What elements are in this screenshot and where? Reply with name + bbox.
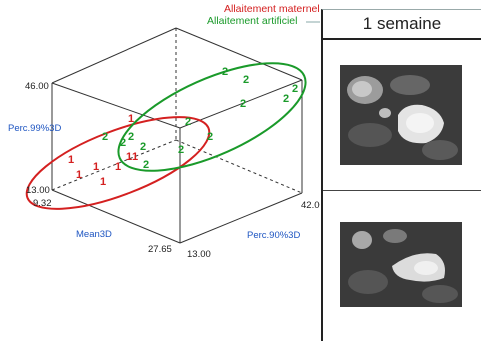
artificiel-marker: 2 [243, 74, 249, 86]
maternel-marker: 1 [100, 176, 106, 188]
maternel-marker: 1 [126, 151, 132, 163]
artificiel-marker: 2 [207, 131, 213, 143]
legend-maternel: Allaitement maternel [224, 3, 320, 15]
box-edge-hidden [175, 139, 303, 194]
mri-image-top [340, 65, 462, 165]
artificiel-marker: 2 [143, 159, 149, 171]
artificiel-marker: 2 [178, 144, 184, 156]
maternel-marker: 1 [115, 161, 121, 173]
artificiel-marker: 2 [222, 66, 228, 78]
left-axis-min-label: 9.32 [33, 198, 52, 209]
artificiel-marker: 2 [292, 83, 298, 95]
box-frame [51, 27, 303, 244]
image-panel-top: 1 semaine [321, 9, 481, 191]
maternel-marker: 1 [93, 161, 99, 173]
box-edge [51, 27, 177, 84]
image-panel-bottom [321, 190, 481, 341]
box-edge [175, 27, 303, 81]
box-edge [51, 82, 181, 129]
box-edge [51, 189, 181, 244]
left-axis-label: Mean3D [76, 229, 112, 240]
vertical-axis-max-label: 46.00 [25, 81, 49, 92]
artificiel-marker: 2 [102, 131, 108, 143]
3d-scatter-plot: 46.00 Perc.99%3D 13.00 9.32 Mean3D 27.65… [8, 21, 320, 260]
box-edge [179, 192, 303, 244]
maternel-marker: 1 [128, 113, 134, 125]
right-axis-max-label: 42.00 [301, 200, 320, 211]
right-axis-min-label: 13.00 [187, 249, 211, 260]
legend-artificiel: Allaitement artificiel [207, 15, 298, 27]
panel-title: 1 semaine [323, 10, 481, 40]
artificiel-marker: 2 [120, 137, 126, 149]
artificiel-marker: 2 [185, 116, 191, 128]
right-axis-label: Perc.90%3D [247, 230, 300, 241]
left-axis-max-label: 27.65 [148, 244, 172, 255]
maternel-ellipse [25, 116, 211, 210]
vertical-axis-min-label: 13.00 [26, 185, 50, 196]
maternel-marker: 1 [68, 154, 74, 166]
artificiel-ellipse [117, 62, 307, 172]
artificiel-marker: 2 [240, 98, 246, 110]
vertical-axis-label: Perc.99%3D [8, 123, 61, 134]
artificiel-marker: 2 [140, 141, 146, 153]
maternel-marker: 1 [132, 151, 138, 163]
artificiel-marker: 2 [283, 93, 289, 105]
artificiel-marker: 2 [128, 131, 134, 143]
mri-image-bottom [340, 222, 462, 307]
maternel-marker: 1 [76, 169, 82, 181]
box-edge-hidden [51, 139, 177, 191]
